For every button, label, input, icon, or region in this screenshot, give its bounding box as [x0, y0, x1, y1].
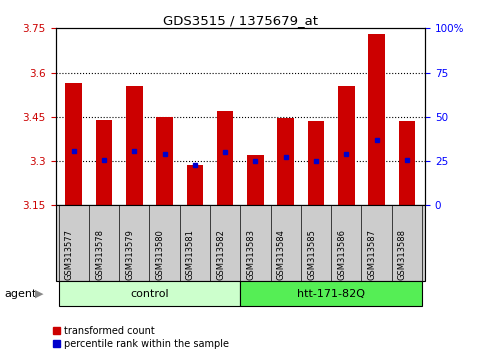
Bar	[65, 83, 82, 205]
Text: agent: agent	[5, 289, 37, 299]
Bar	[398, 121, 415, 205]
Text: ▶: ▶	[35, 289, 43, 299]
Bar	[277, 118, 294, 205]
Bar	[308, 121, 325, 205]
Bar	[368, 34, 385, 205]
Bar	[338, 86, 355, 205]
Title: GDS3515 / 1375679_at: GDS3515 / 1375679_at	[163, 14, 318, 27]
Text: GSM313586: GSM313586	[337, 229, 346, 280]
Text: GSM313582: GSM313582	[216, 229, 225, 280]
Text: GSM313580: GSM313580	[156, 229, 165, 280]
Text: GSM313578: GSM313578	[95, 229, 104, 280]
Bar	[186, 165, 203, 205]
Bar	[156, 117, 173, 205]
Legend: transformed count, percentile rank within the sample: transformed count, percentile rank withi…	[53, 326, 229, 349]
Text: GSM313583: GSM313583	[246, 229, 256, 280]
Bar	[217, 111, 233, 205]
Text: GSM313587: GSM313587	[368, 229, 377, 280]
Text: control: control	[130, 289, 169, 299]
Text: GSM313577: GSM313577	[65, 229, 74, 280]
Bar	[247, 155, 264, 205]
Bar	[126, 86, 142, 205]
Text: GSM313579: GSM313579	[125, 229, 134, 280]
Text: GSM313588: GSM313588	[398, 229, 407, 280]
Text: GSM313585: GSM313585	[307, 229, 316, 280]
Text: GSM313581: GSM313581	[186, 229, 195, 280]
Bar	[96, 120, 113, 205]
Text: GSM313584: GSM313584	[277, 229, 286, 280]
Text: htt-171-82Q: htt-171-82Q	[297, 289, 365, 299]
